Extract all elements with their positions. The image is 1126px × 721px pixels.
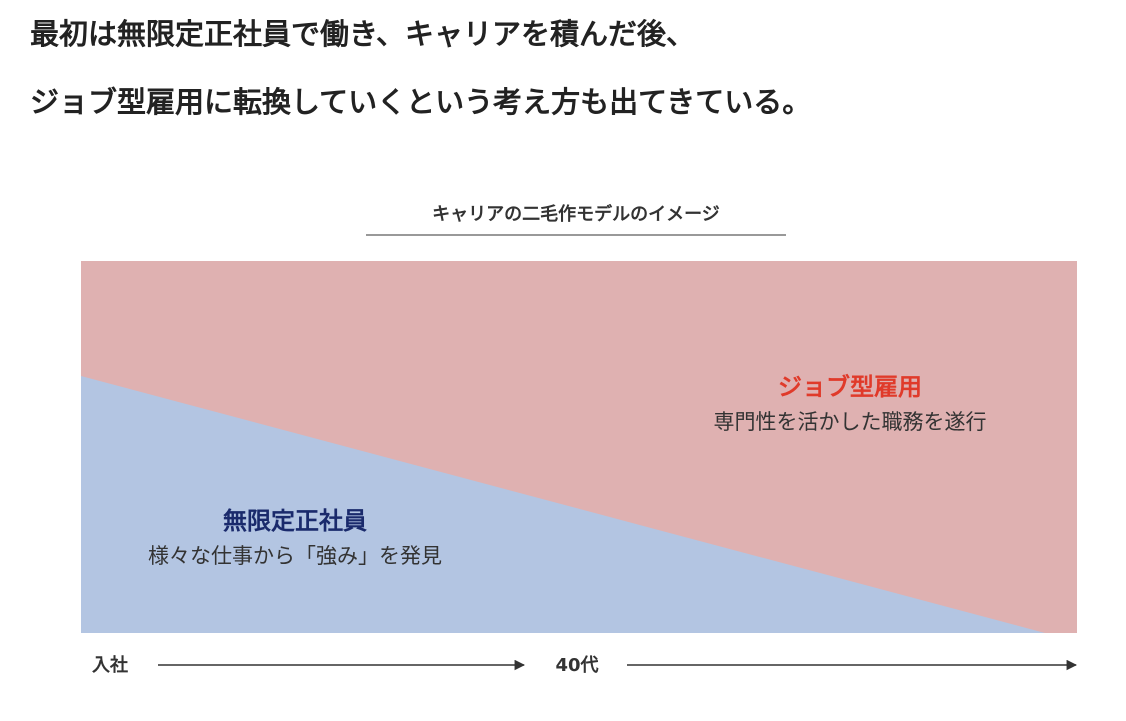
lower-description: 様々な仕事から「強み」を発見: [148, 544, 442, 568]
lower-label: 無限定正社員: [223, 507, 367, 535]
upper-label: ジョブ型雇用: [778, 373, 922, 401]
timeline-middle: 40代: [555, 655, 598, 676]
upper-description: 専門性を活かした職務を遂行: [714, 410, 987, 434]
heading-line-1: 最初は無限定正社員で働き、キャリアを積んだ後、: [30, 17, 695, 51]
diagram-title: キャリアの二毛作モデルのイメージ: [432, 203, 720, 225]
timeline-start: 入社: [91, 654, 128, 676]
lower-region: [81, 376, 1045, 633]
heading-line-2: ジョブ型雇用に転換していくという考え方も出てきている。: [30, 85, 811, 119]
